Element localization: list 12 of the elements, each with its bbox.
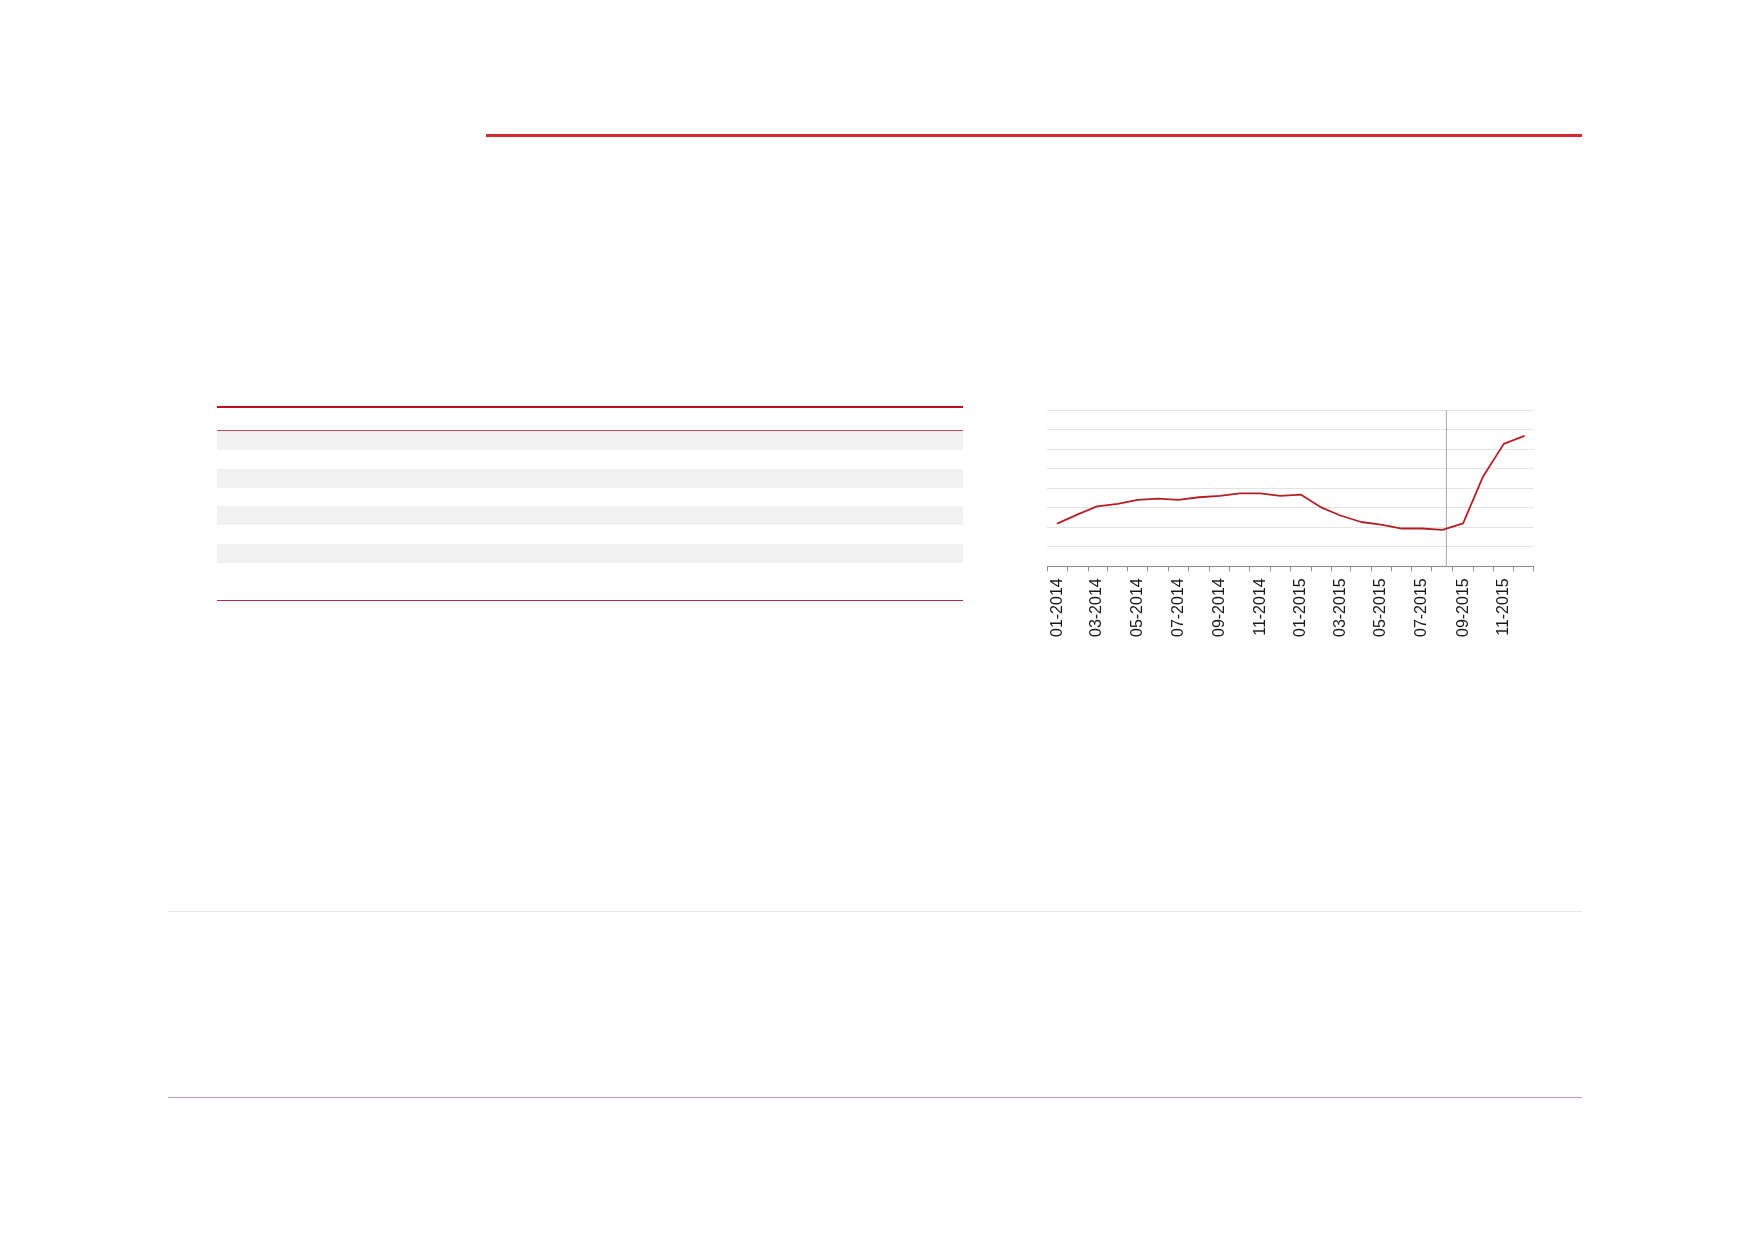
x-tick-label: 03-2015 [1330,578,1348,637]
x-tick-label: 03-2014 [1087,578,1105,637]
x-tick-label: 11-2014 [1250,578,1268,636]
x-tick-label: 11-2015 [1494,578,1512,636]
x-tick-label: 01-2014 [1048,578,1066,637]
x-tick-label: 07-2015 [1412,578,1430,637]
x-tick-label: 09-2015 [1453,578,1471,637]
x-tick-label: 05-2014 [1128,578,1146,637]
x-tick-label: 05-2015 [1371,578,1389,637]
x-tick-label: 07-2014 [1168,578,1186,637]
x-tick-label: 09-2014 [1210,578,1228,637]
x-tick-label: 01-2015 [1291,578,1309,637]
